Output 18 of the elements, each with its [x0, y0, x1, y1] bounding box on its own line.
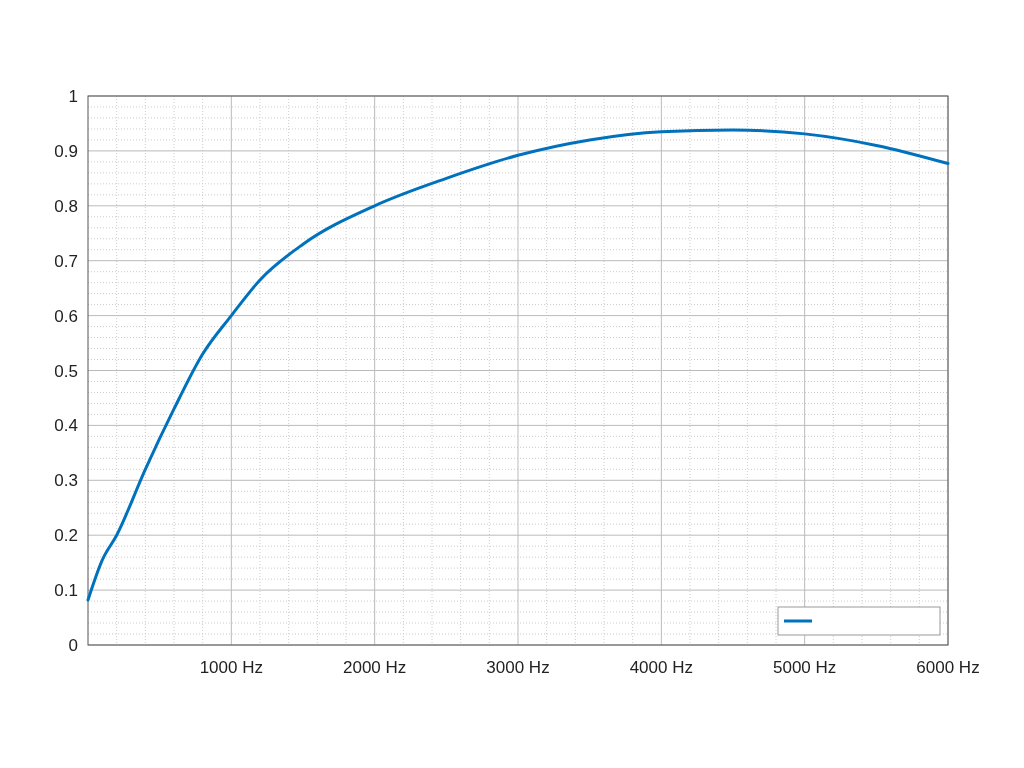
- x-tick-label: 1000 Hz: [199, 658, 263, 677]
- x-tick-label: 6000 Hz: [916, 658, 980, 677]
- y-tick-label: 0.6: [54, 306, 78, 326]
- y-tick-label: 0.2: [54, 526, 78, 546]
- x-tick-label: 5000 Hz: [773, 658, 837, 677]
- y-tick-label: 0: [68, 636, 78, 655]
- x-tick-label: 4000 Hz: [629, 658, 693, 677]
- y-tick-label: 0.9: [54, 141, 78, 161]
- y-tick-label: 0.3: [54, 471, 78, 491]
- y-tick-label: 0.1: [54, 581, 78, 601]
- x-tick-label: 2000 Hz: [343, 658, 407, 677]
- y-tick-label: 0.8: [54, 196, 78, 216]
- x-tick-label: 3000 Hz: [486, 658, 550, 677]
- line-series: [86, 128, 950, 602]
- y-tick-label: 0.4: [54, 416, 78, 436]
- y-tick-label: 1: [68, 87, 78, 106]
- y-tick-label: 0.7: [54, 251, 78, 271]
- y-tick-label: 0.5: [54, 361, 78, 381]
